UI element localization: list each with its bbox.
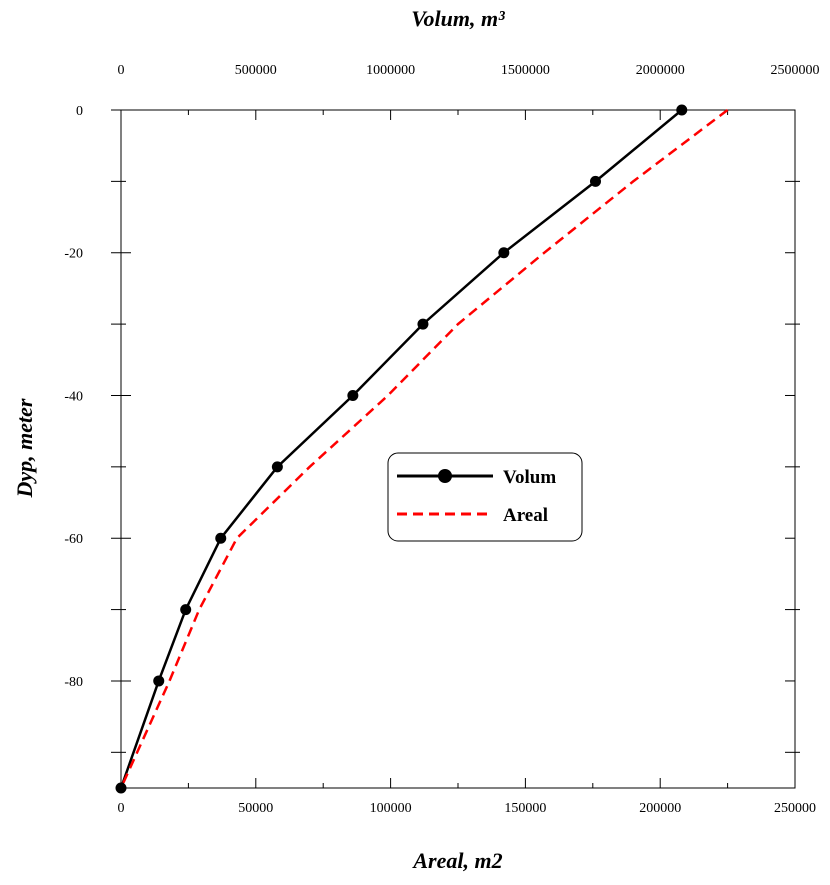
series-point-volum — [347, 389, 359, 401]
series-point-volum — [115, 782, 127, 794]
plot-frame — [120, 109, 796, 789]
bottom-axis-tick-label: 100000 — [370, 801, 412, 816]
plot-area: 0 50000 100000 150000 200000 2500000 500000 100… — [64, 63, 819, 816]
series-point-volum — [215, 532, 227, 544]
bottom-axis-tick-label: 250000 — [774, 801, 816, 816]
series-point-volum — [676, 104, 688, 116]
top-axis-tick-label: 1000000 — [366, 63, 415, 78]
bottom-axis-tick-label: 200000 — [639, 801, 681, 816]
y-axis-tick-label: -60 — [64, 532, 83, 547]
y-axis-title: Dyp, meter — [12, 398, 37, 498]
legend-areal-label: Areal — [503, 505, 548, 526]
bottom-axis-tick-label: 0 — [118, 801, 125, 816]
top-axis-tick-label: 0 — [118, 63, 125, 78]
legend: Volum Areal — [387, 452, 583, 542]
series-point-volum — [153, 675, 165, 687]
series-point-volum — [417, 318, 429, 330]
top-axis-tick-label: 500000 — [235, 63, 277, 78]
series-point-volum — [498, 247, 510, 259]
series-line-areal — [119, 109, 729, 789]
top-axis-title: Volum, m³ — [411, 6, 505, 31]
y-axis-tick-label: 0 — [76, 104, 83, 119]
y-axis-tick-label: -80 — [64, 675, 83, 690]
legend-volum-marker — [438, 469, 452, 483]
series-point-volum — [180, 604, 192, 616]
bottom-axis-title: Areal, m2 — [411, 848, 502, 873]
bottom-axis-tick-label: 150000 — [504, 801, 546, 816]
top-axis-tick-label: 2000000 — [636, 63, 685, 78]
top-axis-tick-label: 1500000 — [501, 63, 550, 78]
series-point-volum — [589, 175, 601, 187]
y-axis-tick-label: -40 — [64, 389, 83, 404]
series-point-volum — [271, 461, 283, 473]
top-axis-tick-label: 2500000 — [771, 63, 820, 78]
bottom-axis-tick-label: 50000 — [238, 801, 273, 816]
y-axis-tick-label: -20 — [64, 247, 83, 262]
series-line-volum — [119, 109, 683, 789]
legend-volum-label: Volum — [503, 467, 556, 488]
